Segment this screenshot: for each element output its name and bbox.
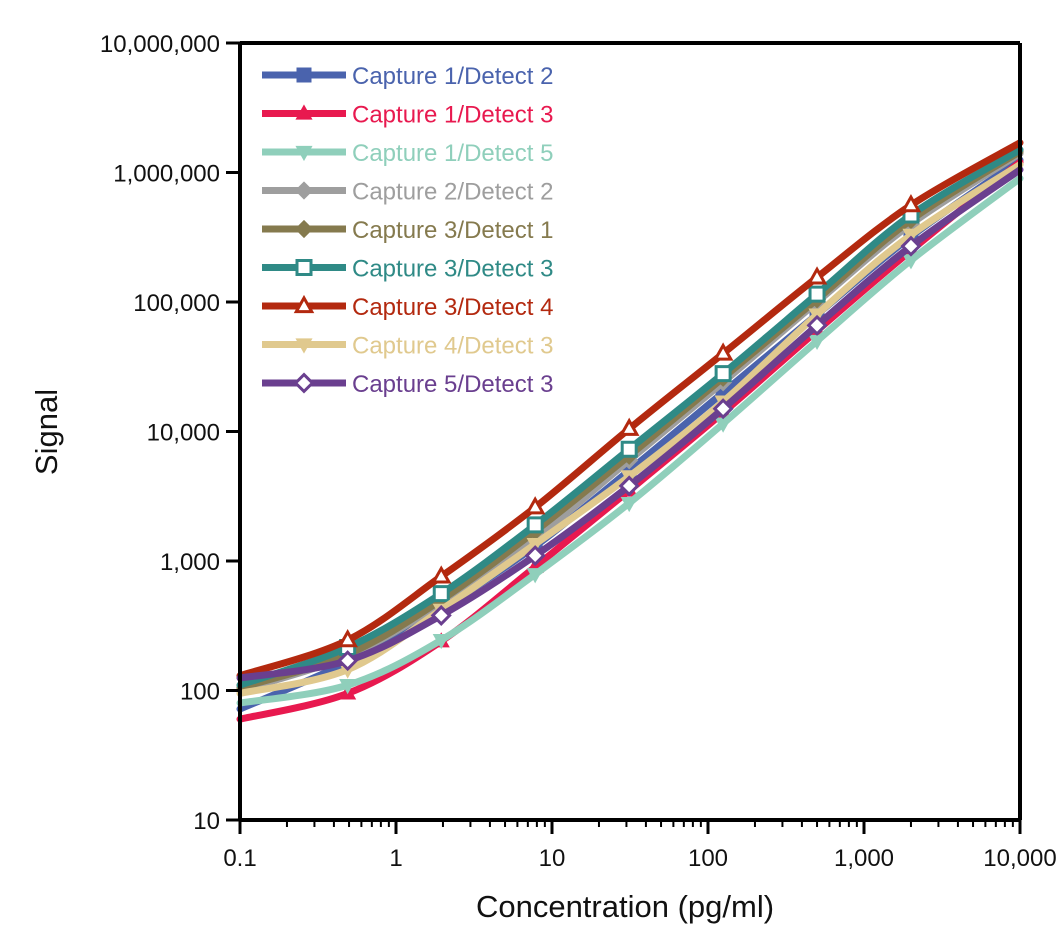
y-tick-label: 10,000,000 [100,31,220,58]
series-point [432,634,450,650]
series-point [620,440,638,458]
legend-label: Capture 1/Detect 5 [352,140,553,167]
legend-item: Capture 1/Detect 5 [262,140,553,167]
legend-marker [293,372,315,394]
x-tick-label: 0.1 [223,845,256,872]
series-point [524,496,546,515]
legend-label: Capture 3/Detect 1 [352,217,553,244]
legend-item: Capture 3/Detect 1 [262,217,553,244]
legend-label: Capture 2/Detect 2 [352,179,553,206]
y-tick-label: 1,000 [160,549,220,576]
series-point [432,585,450,603]
series-point [900,194,922,213]
series-group [236,166,1024,682]
x-axis-title: Concentration (pg/ml) [476,889,774,924]
y-tick-label: 100 [180,679,220,706]
y-axis-title: Signal [29,389,64,475]
series-line [236,174,1024,707]
y-tick-label: 10,000 [147,420,220,447]
legend-marker [295,338,313,354]
series-point [808,285,826,303]
series-point [526,516,544,534]
series-point [337,629,358,648]
y-tick-label: 1,000,000 [113,161,220,188]
series-point [620,496,638,513]
legend-label: Capture 3/Detect 4 [352,294,553,321]
legend: Capture 1/Detect 2 Capture 1/Detect 3 Capt… [262,63,553,398]
y-ticks: 10 100 1,000 10,000 100,000 1,000,000 10,000,0… [100,31,240,835]
series-point [712,398,734,420]
plot-area [236,139,1024,723]
series-point [430,565,452,584]
legend-item: Capture 1/Detect 3 [262,102,553,129]
series-group [236,139,1024,680]
legend-marker [293,294,315,314]
series-group [236,174,1024,707]
series-point [806,266,828,285]
series-point [526,568,544,584]
x-ticks: 0.1 1 10 100 1,000 10,000 [223,820,1056,872]
series-point [714,365,732,383]
legend-item: Capture 2/Detect 2 [262,179,553,206]
legend-item: Capture 4/Detect 3 [262,333,553,360]
x-tick-label: 1,000 [834,845,894,872]
series-point [430,604,452,626]
legend-label: Capture 4/Detect 3 [352,333,553,360]
x-tick-label: 1 [389,845,402,872]
x-tick-label: 10 [539,845,566,872]
series-point [524,545,546,567]
legend-marker [295,259,313,276]
legend-marker [296,67,312,83]
series-point [806,314,828,336]
series-point [618,475,640,497]
legend-label: Capture 5/Detect 3 [352,371,553,398]
series-point [618,417,640,436]
series-point [337,650,359,672]
series-point [712,342,734,361]
legend-item: Capture 5/Detect 3 [262,371,553,398]
legend-marker [294,181,314,200]
legend-item: Capture 3/Detect 4 [262,294,553,321]
x-tick-label: 10,000 [983,845,1056,872]
legend-label: Capture 3/Detect 3 [352,256,553,283]
legend-item: Capture 1/Detect 2 [262,63,553,90]
y-tick-label: 100,000 [133,290,220,317]
legend-label: Capture 1/Detect 3 [352,102,553,129]
legend-label: Capture 1/Detect 2 [352,63,553,90]
legend-item: Capture 3/Detect 3 [262,256,553,283]
x-tick-label: 100 [688,845,728,872]
legend-marker [294,219,314,239]
series-line [236,166,1024,682]
legend-marker [295,145,313,162]
legend-marker [295,104,313,120]
series-point [900,235,922,257]
series-group [236,146,1024,689]
y-tick-label: 10 [193,808,220,835]
series-point [339,679,357,695]
